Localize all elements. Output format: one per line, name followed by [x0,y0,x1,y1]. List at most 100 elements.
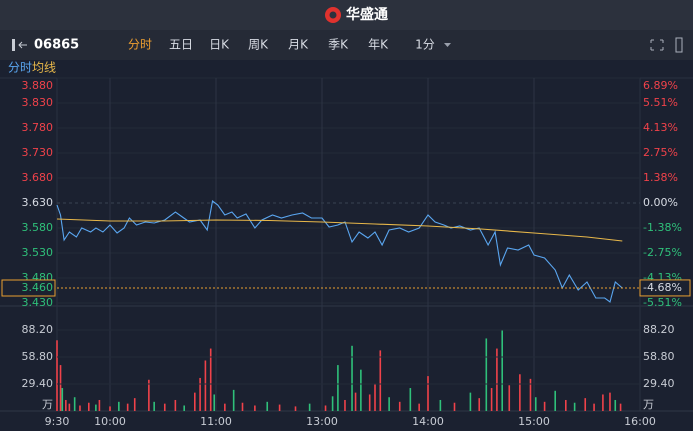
last-change-box [639,279,691,297]
last-price-box [1,279,56,297]
volume-bar [501,330,503,411]
volume-bar [609,392,611,411]
volume-bar [490,388,493,411]
volume-bar [98,399,101,411]
x-tick-label: 16:00 [624,415,656,428]
volume-bar [324,405,327,411]
y-tick-label: 3.830 [22,96,54,109]
last-change-label: -4.68% [643,281,682,294]
layout-icon[interactable] [675,37,683,53]
volume-bar [88,402,90,411]
volume-bar [602,394,604,411]
volume-bar [278,404,281,411]
toolbar [0,30,693,60]
volume-bar [427,376,429,411]
volume-bar [56,340,58,411]
volume-bar [65,399,67,411]
volume-tick-label: 29.40 [22,377,54,390]
volume-bar [194,392,196,411]
volume-bar [453,402,456,411]
top-bar [0,0,693,30]
stock-code: 06865 [34,38,79,53]
volume-bar [614,399,617,411]
volume-bar [388,397,390,411]
volume-bar [241,402,244,411]
x-tick-label: 11:00 [200,415,232,428]
volume-bar [508,385,511,411]
volume-unit: 万 [42,398,53,411]
period-tab[interactable]: 五日 [169,38,193,52]
volume-bar [183,405,185,411]
volume-bar [379,350,382,411]
y2-tick-label: 5.51% [643,96,678,109]
y-tick-label: 3.580 [22,221,54,234]
volume-bar [266,401,269,411]
volume-bar [368,394,371,411]
back-arrow [18,41,27,49]
volume-bar [213,394,216,411]
y-tick-label: 3.880 [22,79,54,92]
volume-bar [337,365,339,411]
volume-bar [204,360,207,411]
volume-bar [68,403,71,411]
volume-bar [478,398,481,411]
volume-bar [224,403,226,411]
volume-bar [331,396,334,411]
period-tab[interactable]: 月K [288,38,309,52]
volume-bar [153,401,155,411]
last-price-label: 3.460 [22,281,54,294]
volume-unit-right: 万 [643,398,654,411]
volume-bar [59,365,62,411]
volume-bar [374,383,376,411]
volume-bar [148,379,150,411]
volume-bar [469,392,472,411]
volume-bar [593,403,595,411]
period-tab[interactable]: 日K [209,38,230,52]
legend-entry: 分时 [8,61,32,75]
volume-bar [398,401,401,411]
volume-bar [354,392,357,411]
period-tab[interactable]: 年K [368,38,389,52]
volume-bar [79,405,81,411]
volume-bar [254,405,256,411]
volume-tick-label: 58.80 [22,350,54,363]
y2-tick-label: 4.13% [643,121,678,134]
volume-bar [573,402,576,411]
x-tick-label: 15:00 [518,415,550,428]
y-tick-label: 3.730 [22,146,54,159]
volume-bar [126,403,129,411]
volume-bar [554,390,556,411]
volume-bar [565,399,567,411]
legend-entry: 均线 [32,61,56,75]
period-tab[interactable]: 周K [248,38,269,52]
volume-bar [529,378,532,411]
y2-tick-label: -2.75% [643,246,682,259]
back-icon[interactable] [12,39,15,51]
volume-bar [174,399,177,411]
y-tick-label: 3.630 [22,196,54,209]
volume-bar [294,406,297,411]
volume-bar [308,403,311,411]
volume-bar [73,397,76,411]
volume-bar [118,401,120,411]
volume-bar [95,404,97,411]
price-line [56,218,623,242]
volume-bar [360,369,362,411]
fullscreen-icon[interactable] [650,39,664,51]
period-tab[interactable]: 分时 [128,38,152,52]
volume-tick-label-right: 29.40 [643,377,675,390]
volume-bar [409,388,412,411]
interval-tab[interactable]: 1分 [415,38,435,52]
volume-bar [163,403,166,411]
volume-tick-label: 88.20 [22,323,54,336]
volume-bar [439,399,442,411]
dropdown-caret[interactable] [444,43,451,47]
volume-bar [344,399,346,411]
y-tick-label: 3.430 [22,296,54,309]
volume-bar [584,398,587,411]
y2-tick-label: 1.38% [643,171,678,184]
period-tab[interactable]: 季K [328,38,349,52]
volume-bar [543,401,546,411]
